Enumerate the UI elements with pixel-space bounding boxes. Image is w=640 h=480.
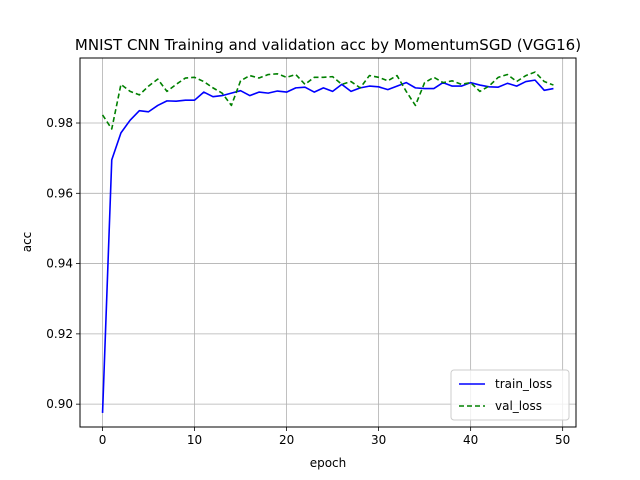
x-tick-label: 50 <box>555 433 570 447</box>
y-tick-label: 0.90 <box>46 397 73 411</box>
chart-title: MNIST CNN Training and validation acc by… <box>75 36 581 54</box>
plot-frame <box>79 57 577 428</box>
x-tick-label: 10 <box>187 433 202 447</box>
series-layer <box>101 71 554 413</box>
grid <box>80 58 576 427</box>
y-tick-label: 0.92 <box>46 327 73 341</box>
legend-box <box>450 369 570 421</box>
x-tick-label: 20 <box>279 433 294 447</box>
x-tick-label: 0 <box>99 433 107 447</box>
legend: train_loss val_loss <box>450 369 570 421</box>
y-tick-label: 0.96 <box>46 186 73 200</box>
series-line-train-loss <box>101 79 554 413</box>
legend-label-train-loss: train_loss <box>495 377 552 391</box>
x-tick-label: 40 <box>463 433 478 447</box>
ticks: 0 10 20 30 40 50 0.90 0.92 0.94 0.96 0.98 <box>46 116 570 447</box>
legend-label-val-loss: val_loss <box>495 399 542 413</box>
series-line-val-loss <box>101 71 554 130</box>
y-tick-label: 0.94 <box>46 257 73 271</box>
x-axis-label: epoch <box>310 456 347 470</box>
x-tick-label: 30 <box>371 433 386 447</box>
y-tick-label: 0.98 <box>46 116 73 130</box>
y-axis-label: acc <box>20 232 34 253</box>
